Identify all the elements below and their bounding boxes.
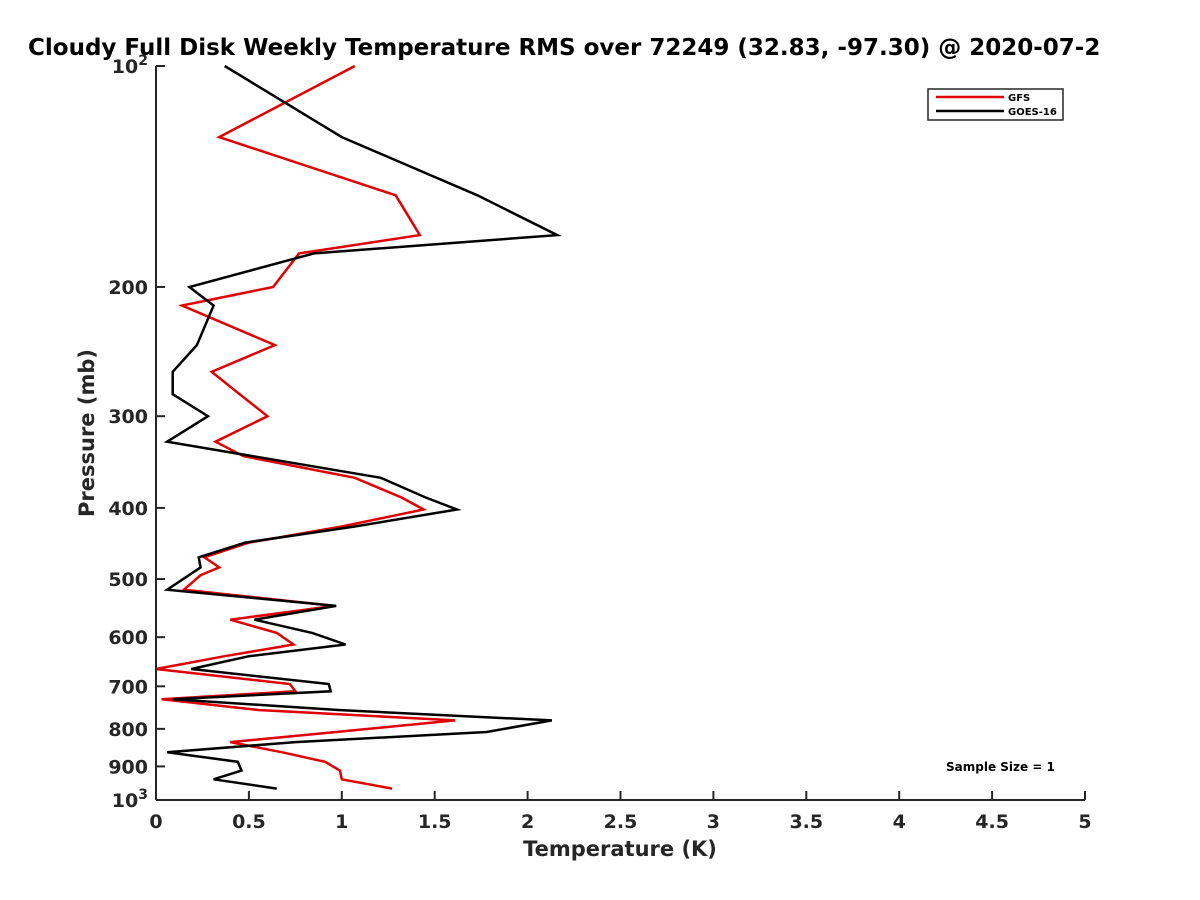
y-axis-label: Pressure (mb) bbox=[75, 349, 99, 517]
y-tick-label: 700 bbox=[108, 676, 148, 698]
legend-label: GFS bbox=[1008, 93, 1030, 104]
x-tick-label: 1 bbox=[335, 811, 348, 833]
legend-label: GOES-16 bbox=[1008, 107, 1057, 118]
x-tick-label: 5 bbox=[1078, 811, 1091, 833]
x-axis-label: Temperature (K) bbox=[523, 837, 717, 861]
series-line-gfs bbox=[155, 64, 456, 790]
y-tick-label: 800 bbox=[108, 719, 148, 741]
legend-box bbox=[927, 88, 1064, 121]
y-tick-label: 600 bbox=[108, 627, 148, 649]
x-tick-label: 3.5 bbox=[789, 811, 823, 833]
y-tick-label: 200 bbox=[108, 277, 148, 299]
x-tick-label: 0.5 bbox=[232, 811, 266, 833]
chart-title: Cloudy Full Disk Weekly Temperature RMS … bbox=[28, 35, 1100, 61]
legend: GFS GOES-16 bbox=[927, 88, 1064, 121]
x-tick-label: 4 bbox=[893, 811, 906, 833]
x-tick-label: 2 bbox=[521, 811, 534, 833]
y-tick-label: 103 bbox=[112, 787, 148, 812]
y-tick-label: 400 bbox=[108, 498, 148, 520]
x-tick-label: 4.5 bbox=[975, 811, 1009, 833]
series-line-goes-16 bbox=[163, 64, 562, 790]
y-tick-label: 102 bbox=[112, 53, 148, 78]
x-tick-label: 0 bbox=[149, 811, 162, 833]
y-tick-label: 500 bbox=[108, 569, 148, 591]
sample-size-annotation: Sample Size = 1 bbox=[946, 760, 1055, 774]
x-tick-label: 2.5 bbox=[604, 811, 638, 833]
y-tick-label: 900 bbox=[108, 756, 148, 778]
x-tick-label: 3 bbox=[707, 811, 720, 833]
y-tick-label: 300 bbox=[108, 406, 148, 428]
x-tick-label: 1.5 bbox=[418, 811, 452, 833]
axes: 0 0.5 1 1.5 2 2.5 3 3.5 4 4.5 5 102 200 300 400 500 600 7… bbox=[108, 53, 1091, 833]
series-lines bbox=[155, 64, 562, 790]
